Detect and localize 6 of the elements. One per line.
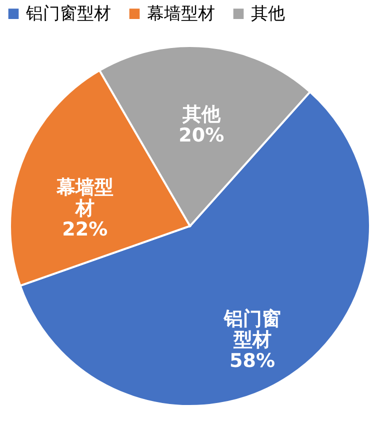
data-label: 铝门窗型材58% bbox=[222, 308, 281, 372]
data-label: 幕墙型材22% bbox=[55, 176, 114, 240]
legend-label: 其他 bbox=[251, 4, 285, 24]
legend-label: 铝门窗型材 bbox=[25, 4, 111, 24]
legend-label: 幕墙型材 bbox=[147, 4, 215, 24]
data-label: 其他20% bbox=[178, 104, 224, 147]
